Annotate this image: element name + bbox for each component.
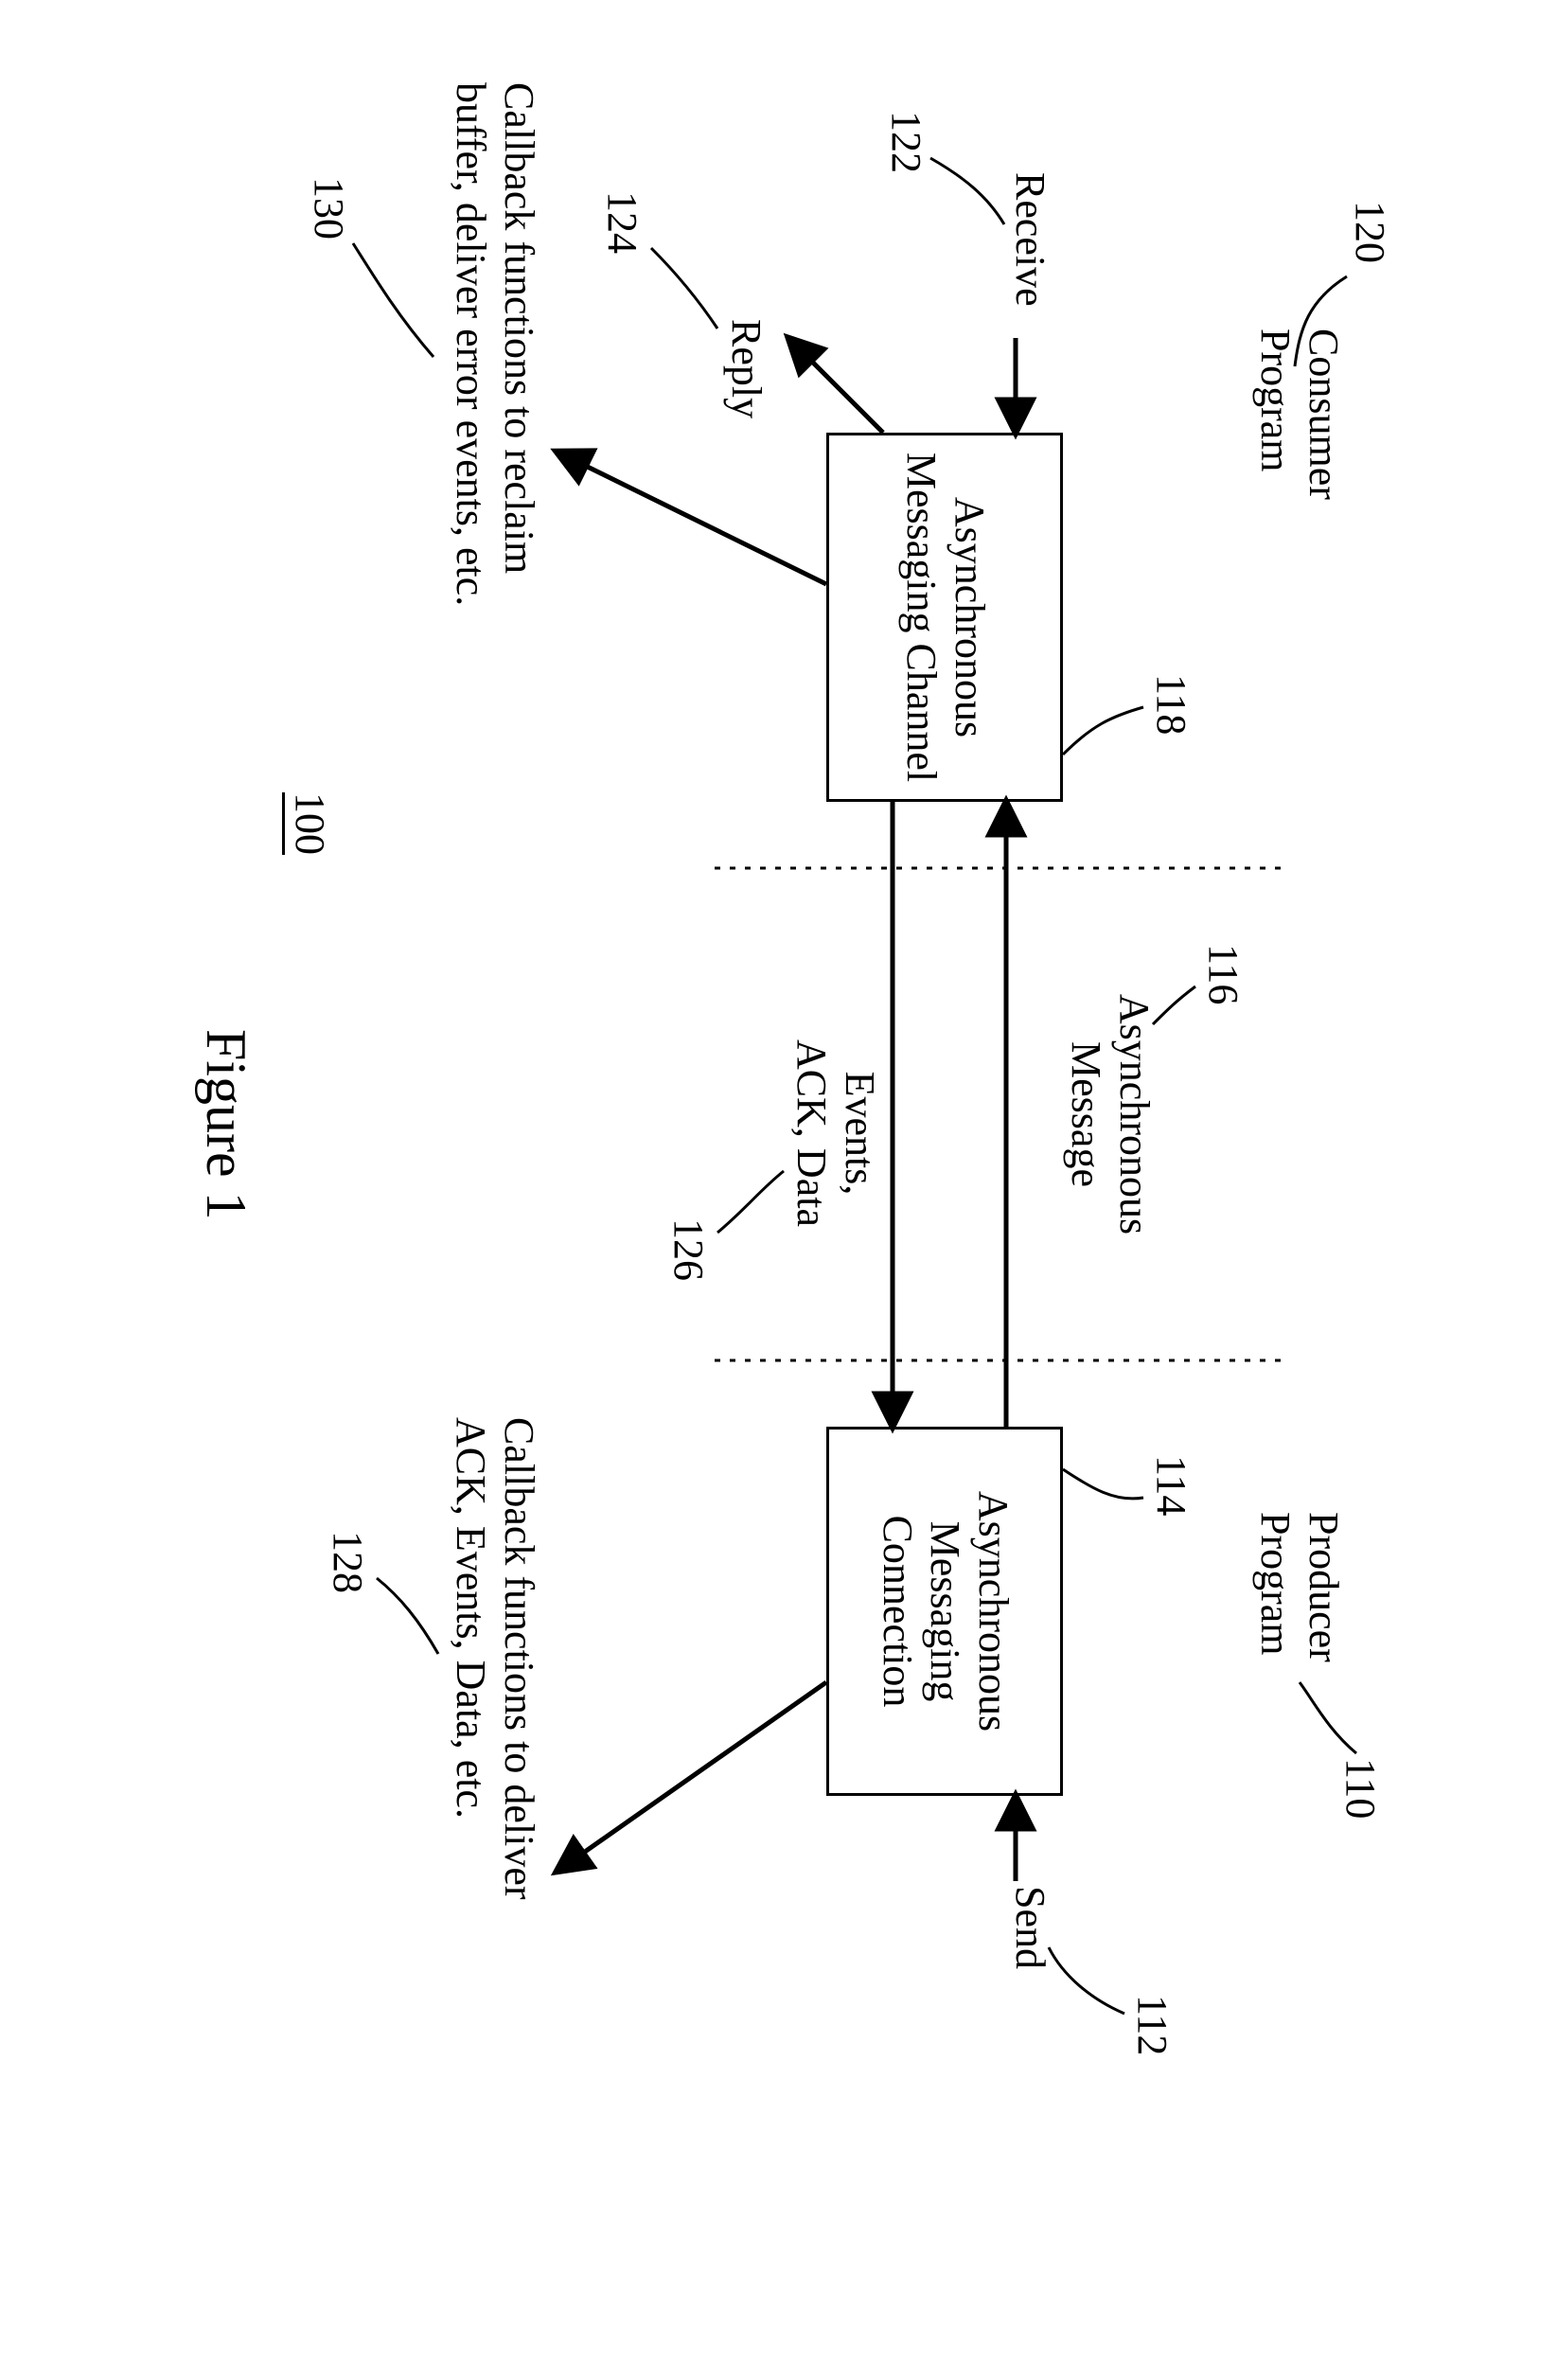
ref-100-text: 100	[282, 792, 333, 855]
consumer-callback: Callback functions to reclaim buffer, de…	[446, 82, 541, 859]
ref-114: 114	[1147, 1455, 1195, 1516]
producer-box: Asynchronous Messaging Connection	[826, 1427, 1063, 1796]
async-message-label: Asynchronous Message	[1061, 963, 1157, 1266]
ref-120: 120	[1346, 201, 1394, 263]
ref-100: 100	[286, 792, 334, 855]
ref-122: 122	[882, 111, 930, 173]
consumer-title: Consumer Program	[1250, 329, 1346, 500]
ref-118: 118	[1147, 674, 1195, 735]
send-label: Send	[1005, 1886, 1053, 1969]
diagram-canvas: Asynchronous Messaging Channel Asynchron…	[69, 54, 1489, 2326]
producer-title: Producer Program	[1250, 1512, 1346, 1662]
figure-caption: Figure 1	[193, 1029, 258, 1220]
reply-label: Reply	[721, 319, 770, 418]
consumer-box-text: Asynchronous Messaging Channel	[896, 445, 992, 790]
ref-126: 126	[664, 1218, 713, 1281]
ref-128: 128	[324, 1531, 372, 1593]
ref-112: 112	[1128, 1995, 1177, 2055]
events-label: Events, ACK, Data	[787, 1010, 882, 1256]
page: Asynchronous Messaging Channel Asynchron…	[0, 0, 1557, 2380]
producer-box-text: Asynchronous Messaging Connection	[873, 1439, 1017, 1784]
ref-124: 124	[598, 191, 646, 254]
ref-130: 130	[305, 177, 353, 240]
ref-116: 116	[1199, 944, 1247, 1004]
receive-label: Receive	[1005, 172, 1053, 307]
producer-callback: Callback functions to deliver ACK, Event…	[446, 1417, 541, 2250]
consumer-box: Asynchronous Messaging Channel	[826, 433, 1063, 802]
ref-110: 110	[1336, 1758, 1385, 1819]
